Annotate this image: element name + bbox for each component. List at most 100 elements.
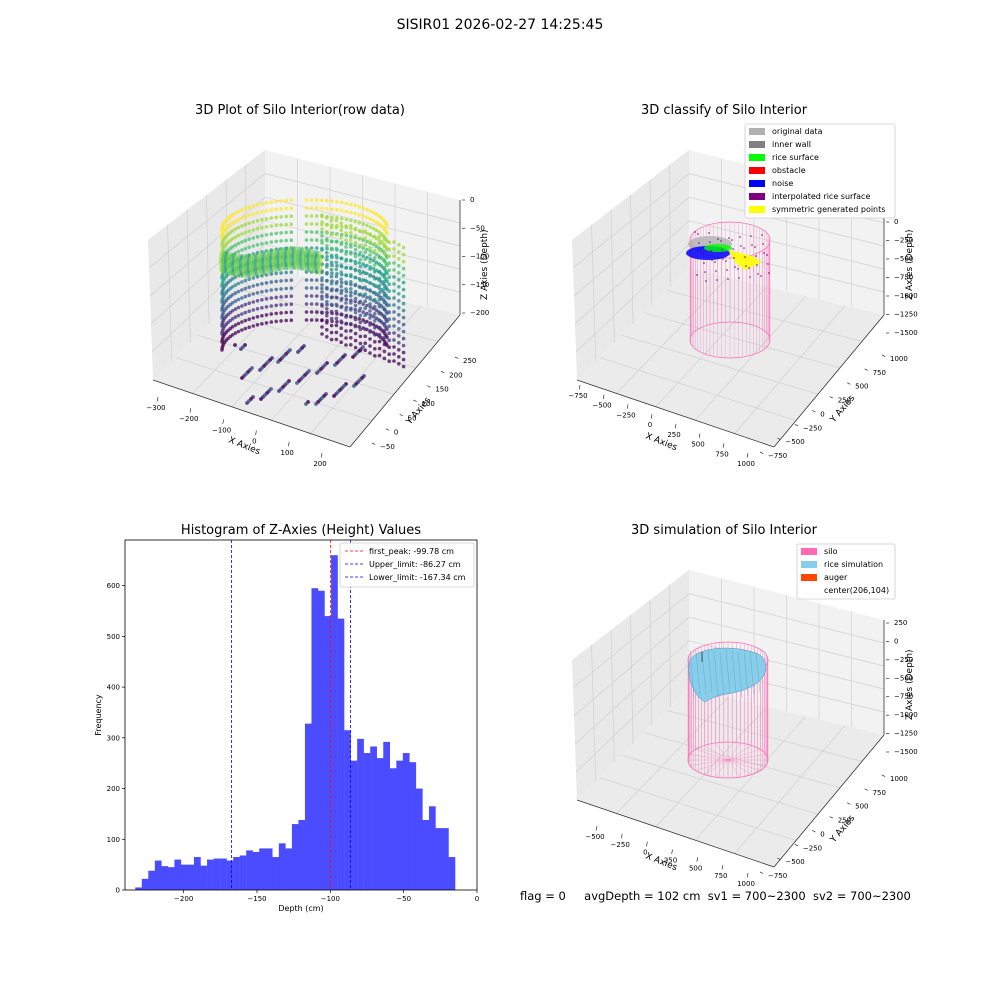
raw-data-point (279, 215, 283, 219)
rice-surface-mesh (719, 651, 725, 697)
raw-x-tick-label: 100 (281, 449, 294, 457)
raw-data-point (387, 310, 392, 315)
classify-y-tick-label: 750 (873, 369, 886, 377)
raw-data-point (344, 245, 348, 249)
raw-data-point (255, 291, 260, 295)
raw-data-point (368, 351, 372, 355)
raw-data-point (382, 335, 387, 340)
classify-legend-label: original data (772, 127, 823, 136)
classify-y-tick-mark (864, 368, 868, 371)
raw-data-point (353, 345, 358, 350)
raw-data-point (387, 240, 392, 244)
classify-y-tick-label: −750 (768, 452, 787, 460)
raw-data-point (334, 253, 339, 258)
raw-data-point (349, 294, 353, 298)
raw-data-point (392, 317, 396, 321)
raw-data-point (269, 232, 274, 236)
silo-floor-spoke (727, 745, 752, 761)
raw-data-point (274, 287, 279, 292)
raw-data-point (358, 229, 363, 234)
rice-surface-mesh (731, 650, 737, 693)
grid-line (688, 616, 885, 667)
raw-data-point (240, 280, 244, 284)
raw-data-point (264, 225, 269, 229)
raw-data-point (373, 312, 377, 316)
grid-line (610, 209, 615, 343)
raw-data-point (243, 278, 248, 283)
raw-data-point (401, 308, 406, 313)
histogram-bar (396, 760, 404, 890)
raw-data-point (243, 326, 248, 331)
simulation-z-tick-label: −1000 (894, 711, 918, 719)
flag-text: flag = 0 (520, 889, 566, 903)
classify-y-tick-mark (777, 437, 781, 441)
raw-data-point (401, 273, 406, 278)
histogram-bar (213, 858, 221, 890)
raw-data-point (264, 201, 269, 205)
raw-data-point (401, 259, 406, 264)
simulation-x-tick-mark (621, 833, 623, 839)
raw-data-point (377, 353, 382, 358)
raw-data-point (335, 320, 339, 324)
simulation-legend-label: rice simulation (824, 560, 883, 569)
raw-data-point (339, 277, 344, 282)
histogram-bar (239, 855, 247, 890)
raw-data-point (349, 210, 353, 215)
simulation-z-tick-label: −1500 (894, 748, 918, 756)
interpolated-point (754, 246, 756, 248)
raw-data-point (401, 357, 406, 362)
raw-data-point (344, 287, 348, 291)
raw-data-point (377, 262, 382, 267)
raw-data-point (230, 229, 235, 233)
raw-data-point (325, 321, 329, 325)
raw-data-point (315, 286, 319, 290)
raw-data-point (392, 303, 396, 307)
simulation-y-tick-label: −250 (803, 844, 822, 852)
histogram-bar (318, 590, 325, 890)
classify-legend: original data inner wall rice surface obsta… (744, 123, 896, 219)
raw-data-point (304, 206, 309, 210)
histogram-bar (422, 820, 430, 890)
histogram-bar (409, 762, 417, 890)
raw-z-tick-label: −150 (470, 281, 489, 289)
raw-data-point (320, 297, 324, 301)
silo-floor-spoke (689, 759, 729, 766)
raw-data-point (247, 277, 251, 282)
raw-data-point (236, 217, 241, 222)
raw-data-point (243, 310, 248, 315)
sv2-text: sv2 = 700~2300 (812, 889, 911, 903)
raw-data-point (368, 313, 373, 317)
rice-surface-mesh (743, 649, 749, 697)
raw-data-point (230, 213, 235, 217)
grid-line (644, 312, 841, 369)
raw-data-point (361, 254, 366, 258)
histogram-bar (180, 864, 188, 890)
interpolated-point (755, 255, 757, 257)
raw-data-point (357, 205, 362, 209)
raw-data-point (255, 243, 260, 247)
rice-surface-mesh (707, 649, 713, 693)
raw-data-point (320, 234, 324, 238)
raw-data-point (233, 331, 238, 335)
interpolated-point (744, 256, 746, 258)
raw-data-point (344, 201, 349, 206)
simulation-x-tick-mark (671, 849, 673, 854)
classify-z-tick-label: 0 (894, 218, 898, 226)
simulation-y-tick-label: 0 (820, 830, 824, 838)
axis-line (349, 314, 461, 448)
pane-floor (577, 268, 884, 447)
raw-data-point (368, 232, 372, 236)
raw-data-point (387, 359, 392, 364)
grid-line (591, 644, 597, 782)
raw-data-point (397, 341, 401, 345)
raw-data-point (315, 294, 319, 298)
raw-data-point (358, 299, 363, 304)
raw-data-point (353, 261, 358, 266)
raw-data-point (233, 307, 238, 311)
grid-line (694, 295, 807, 421)
raw-data-point (233, 219, 238, 223)
raw-data-point (230, 325, 235, 329)
raw-data-point (353, 307, 358, 312)
histogram-x-tick-label: 0 (475, 895, 479, 903)
histogram-legend-label: Lower_limit: -167.34 cm (369, 573, 466, 582)
